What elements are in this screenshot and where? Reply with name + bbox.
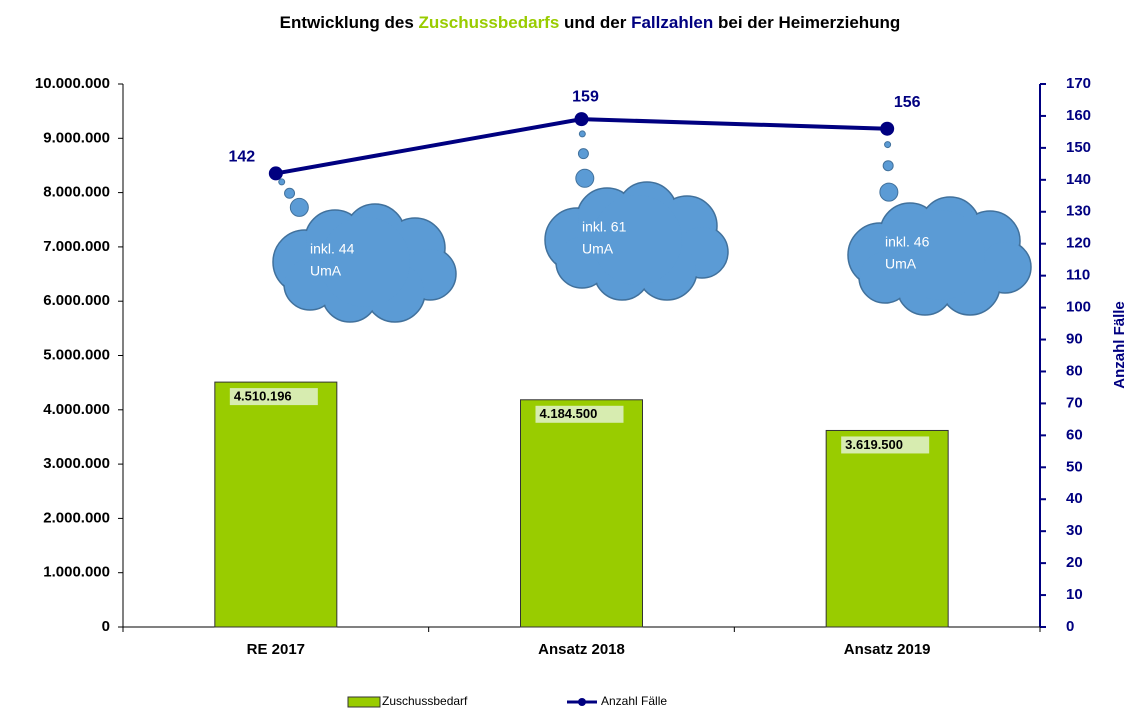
marker bbox=[880, 121, 895, 136]
value-label: 3.619.500 bbox=[845, 437, 903, 452]
y2-tick-label: 40 bbox=[1066, 490, 1083, 507]
cloud-bubble bbox=[278, 178, 286, 186]
y-tick-label: 2.000.000 bbox=[43, 509, 110, 526]
marker bbox=[268, 166, 283, 181]
y-tick-label: 0 bbox=[102, 618, 110, 635]
y2-tick-label: 140 bbox=[1066, 171, 1091, 188]
y2-tick-label: 80 bbox=[1066, 362, 1083, 379]
cloud-fill bbox=[592, 195, 682, 285]
y2-tick-label: 170 bbox=[1066, 75, 1091, 92]
legend-label: Zuschussbedarf bbox=[382, 694, 468, 708]
marker bbox=[574, 112, 589, 127]
y-tick-label: 8.000.000 bbox=[43, 184, 110, 201]
cloud-text: UmA bbox=[310, 263, 342, 279]
y2-tick-label: 130 bbox=[1066, 203, 1091, 220]
y-tick-label: 7.000.000 bbox=[43, 238, 110, 255]
cloud-bubble bbox=[289, 197, 309, 217]
legend-marker bbox=[578, 698, 586, 706]
cloud-text: inkl. 46 bbox=[885, 234, 930, 250]
y2-tick-label: 30 bbox=[1066, 522, 1083, 539]
x-tick-label: Ansatz 2018 bbox=[538, 641, 625, 658]
chart-title: Entwicklung des Zuschussbedarfs und der … bbox=[280, 13, 901, 32]
data-label: 159 bbox=[572, 88, 599, 105]
y2-tick-label: 70 bbox=[1066, 394, 1083, 411]
cloud-text: UmA bbox=[885, 256, 917, 272]
cloud bbox=[544, 181, 729, 301]
y-tick-label: 10.000.000 bbox=[35, 75, 110, 92]
cloud bbox=[847, 196, 1032, 316]
legend-swatch bbox=[347, 696, 381, 708]
cloud-text: inkl. 61 bbox=[582, 219, 627, 235]
y2-tick-label: 90 bbox=[1066, 330, 1083, 347]
cloud-fill bbox=[320, 217, 410, 307]
cloud-text: inkl. 44 bbox=[310, 241, 355, 257]
value-label: 4.184.500 bbox=[540, 406, 598, 421]
y2-tick-label: 60 bbox=[1066, 426, 1083, 443]
y-tick-label: 5.000.000 bbox=[43, 346, 110, 363]
y2-tick-label: 150 bbox=[1066, 139, 1091, 156]
y2-tick-label: 160 bbox=[1066, 107, 1091, 124]
bar bbox=[214, 381, 338, 628]
data-label: 156 bbox=[894, 94, 921, 111]
y2-tick-label: 10 bbox=[1066, 586, 1083, 603]
y2-axis-label: Anzahl Fälle bbox=[1111, 301, 1128, 389]
y2-tick-label: 20 bbox=[1066, 554, 1083, 571]
value-label-bg bbox=[841, 436, 930, 454]
legend-label: Anzahl Fälle bbox=[601, 694, 667, 708]
y-tick-label: 1.000.000 bbox=[43, 564, 110, 581]
y2-tick-label: 110 bbox=[1066, 267, 1090, 284]
y2-tick-label: 50 bbox=[1066, 458, 1083, 475]
y2-tick-label: 100 bbox=[1066, 299, 1091, 316]
y2-tick-label: 0 bbox=[1066, 618, 1074, 635]
cloud-fill bbox=[895, 210, 985, 300]
title-part: und der bbox=[559, 13, 631, 32]
value-label: 4.510.196 bbox=[234, 389, 292, 404]
y-tick-label: 4.000.000 bbox=[43, 401, 110, 418]
line bbox=[275, 117, 888, 176]
value-label-bg bbox=[535, 405, 624, 423]
y-tick-label: 9.000.000 bbox=[43, 129, 110, 146]
value-label-bg bbox=[229, 388, 318, 406]
cloud-bubble bbox=[577, 148, 589, 160]
cloud bbox=[272, 203, 457, 323]
y2-tick-label: 120 bbox=[1066, 235, 1091, 252]
bar bbox=[825, 429, 949, 628]
x-tick-label: Ansatz 2019 bbox=[844, 641, 931, 658]
cloud-text: UmA bbox=[582, 241, 614, 257]
cloud-bubble bbox=[578, 130, 586, 138]
data-label: 142 bbox=[228, 149, 255, 166]
cloud-bubble bbox=[884, 141, 892, 149]
y-tick-label: 6.000.000 bbox=[43, 292, 110, 309]
cloud-bubble bbox=[882, 160, 894, 172]
x-tick-label: RE 2017 bbox=[247, 641, 305, 658]
title-part: Zuschussbedarfs bbox=[419, 13, 560, 32]
bar bbox=[520, 399, 643, 628]
title-part: bei der Heimerziehung bbox=[713, 13, 900, 32]
cloud-bubble bbox=[575, 168, 595, 188]
cloud-bubble bbox=[879, 182, 899, 202]
title-part: Entwicklung des bbox=[280, 13, 419, 32]
cloud-bubble bbox=[284, 187, 296, 199]
y-tick-label: 3.000.000 bbox=[43, 455, 110, 472]
title-part: Fallzahlen bbox=[631, 13, 713, 32]
